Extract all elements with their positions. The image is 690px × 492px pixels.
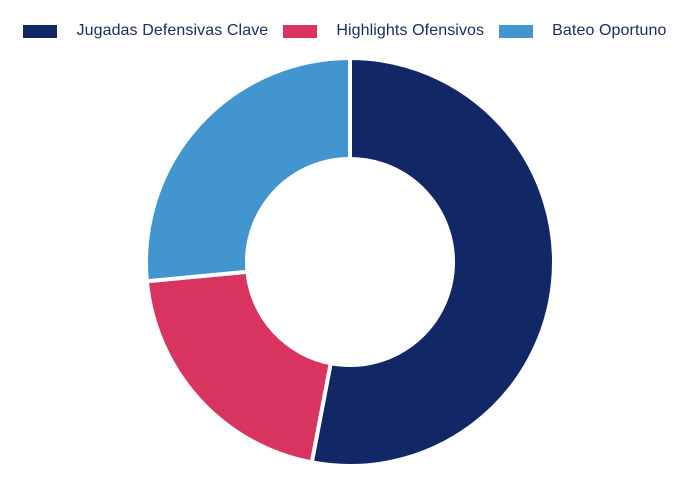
- donut-chart: [144, 56, 556, 468]
- legend-swatch-jugadas-defensivas-clave: [23, 24, 58, 38]
- slice-highlights-ofensivos[interactable]: [144, 269, 333, 465]
- legend-swatch-bateo-oportuno: [499, 24, 534, 38]
- slice-bateo-oportuno[interactable]: [144, 56, 352, 284]
- legend-item-highlights-ofensivos[interactable]: Highlights Ofensivos: [283, 23, 484, 39]
- legend-label-highlights-ofensivos: Highlights Ofensivos: [336, 22, 485, 39]
- slice-jugadas-defensivas-clave[interactable]: [309, 56, 556, 468]
- legend-item-jugadas-defensivas-clave[interactable]: Jugadas Defensivas Clave: [23, 23, 268, 39]
- legend-swatch-highlights-ofensivos: [283, 24, 318, 38]
- legend-label-jugadas-defensivas-clave: Jugadas Defensivas Clave: [76, 22, 269, 39]
- legend-item-bateo-oportuno[interactable]: Bateo Oportuno: [499, 23, 666, 39]
- chart-legend: Jugadas Defensivas Clave Highlights Ofen…: [0, 23, 690, 39]
- legend-label-bateo-oportuno: Bateo Oportuno: [552, 22, 667, 39]
